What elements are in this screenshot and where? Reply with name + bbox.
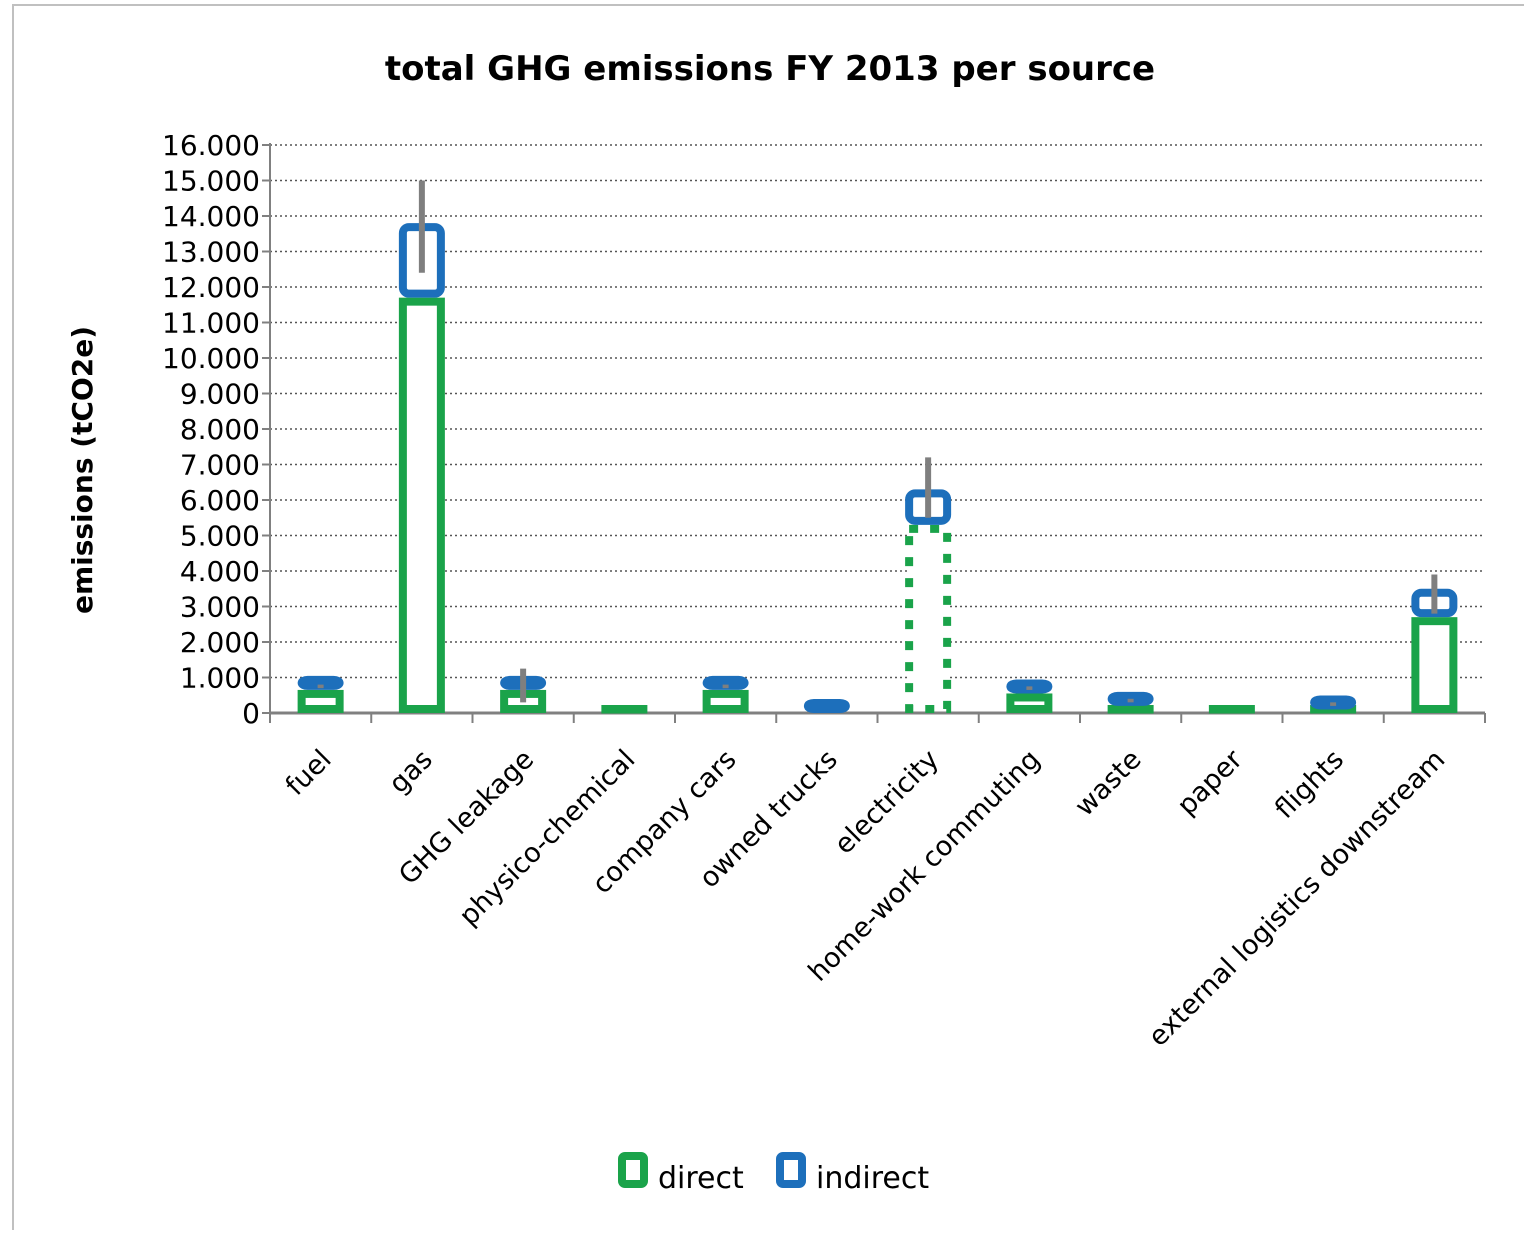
y-tick-label: 11.000 — [162, 307, 260, 340]
bar-indirect-owned-trucks — [803, 699, 850, 713]
grid-lines — [270, 144, 1485, 679]
bar-direct-company-cars — [702, 689, 749, 713]
y-tick-label: 9.000 — [180, 378, 260, 411]
y-tick-label: 4.000 — [180, 555, 260, 588]
y-tick-label: 12.000 — [162, 271, 260, 304]
chart-area — [12, 4, 1524, 1230]
bar-direct-physico-chemical — [601, 705, 648, 714]
y-tick-label: 7.000 — [180, 449, 260, 482]
bar-direct-waste — [1107, 705, 1154, 714]
y-tick-label: 10.000 — [162, 342, 260, 375]
chart-title: total GHG emissions FY 2013 per source — [385, 49, 1155, 89]
y-tick-label: 8.000 — [180, 413, 260, 446]
bar-direct-paper — [1208, 705, 1255, 714]
bar-direct-home-work-commuting — [1006, 693, 1053, 713]
y-tick-label: 1.000 — [180, 662, 260, 695]
y-tick-label: 0 — [242, 697, 260, 730]
x-tick-label: fuel — [280, 744, 338, 802]
legend-label-indirect: indirect — [816, 1161, 929, 1196]
bar-direct-electricity — [905, 524, 952, 713]
x-tick-label: flights — [1269, 744, 1350, 825]
bar-direct-fuel — [297, 689, 344, 713]
y-tick-label: 5.000 — [180, 520, 260, 553]
bars — [297, 223, 1458, 714]
legend-label-direct: direct — [658, 1161, 744, 1196]
legend: direct indirect — [618, 1152, 929, 1196]
y-tick-label: 3.000 — [180, 591, 260, 624]
y-tick-label: 13.000 — [162, 236, 260, 269]
y-axis-label: emissions (tCO2e) — [66, 326, 99, 614]
legend-swatch-indirect — [776, 1152, 806, 1188]
y-tick-label: 16.000 — [162, 129, 260, 162]
x-tick-label: gas — [383, 744, 439, 800]
y-tick-label: 6.000 — [180, 484, 260, 517]
axes — [262, 143, 1486, 723]
x-tick-label: physico-chemical — [453, 744, 641, 932]
y-tick-label: 15.000 — [162, 165, 260, 198]
y-tick-label: 2.000 — [180, 626, 260, 659]
error-bars — [317, 180, 1438, 706]
y-tick-label: 14.000 — [162, 200, 260, 233]
x-tick-label: waste — [1069, 744, 1147, 822]
legend-swatch-direct — [618, 1152, 648, 1188]
bar-direct-gas — [398, 297, 445, 713]
x-tick-label: paper — [1171, 743, 1249, 821]
y-tick-labels: 01.0002.0003.0004.0005.0006.0007.0008.00… — [162, 129, 260, 730]
bar-direct-external-logistics-downstream — [1411, 617, 1458, 714]
